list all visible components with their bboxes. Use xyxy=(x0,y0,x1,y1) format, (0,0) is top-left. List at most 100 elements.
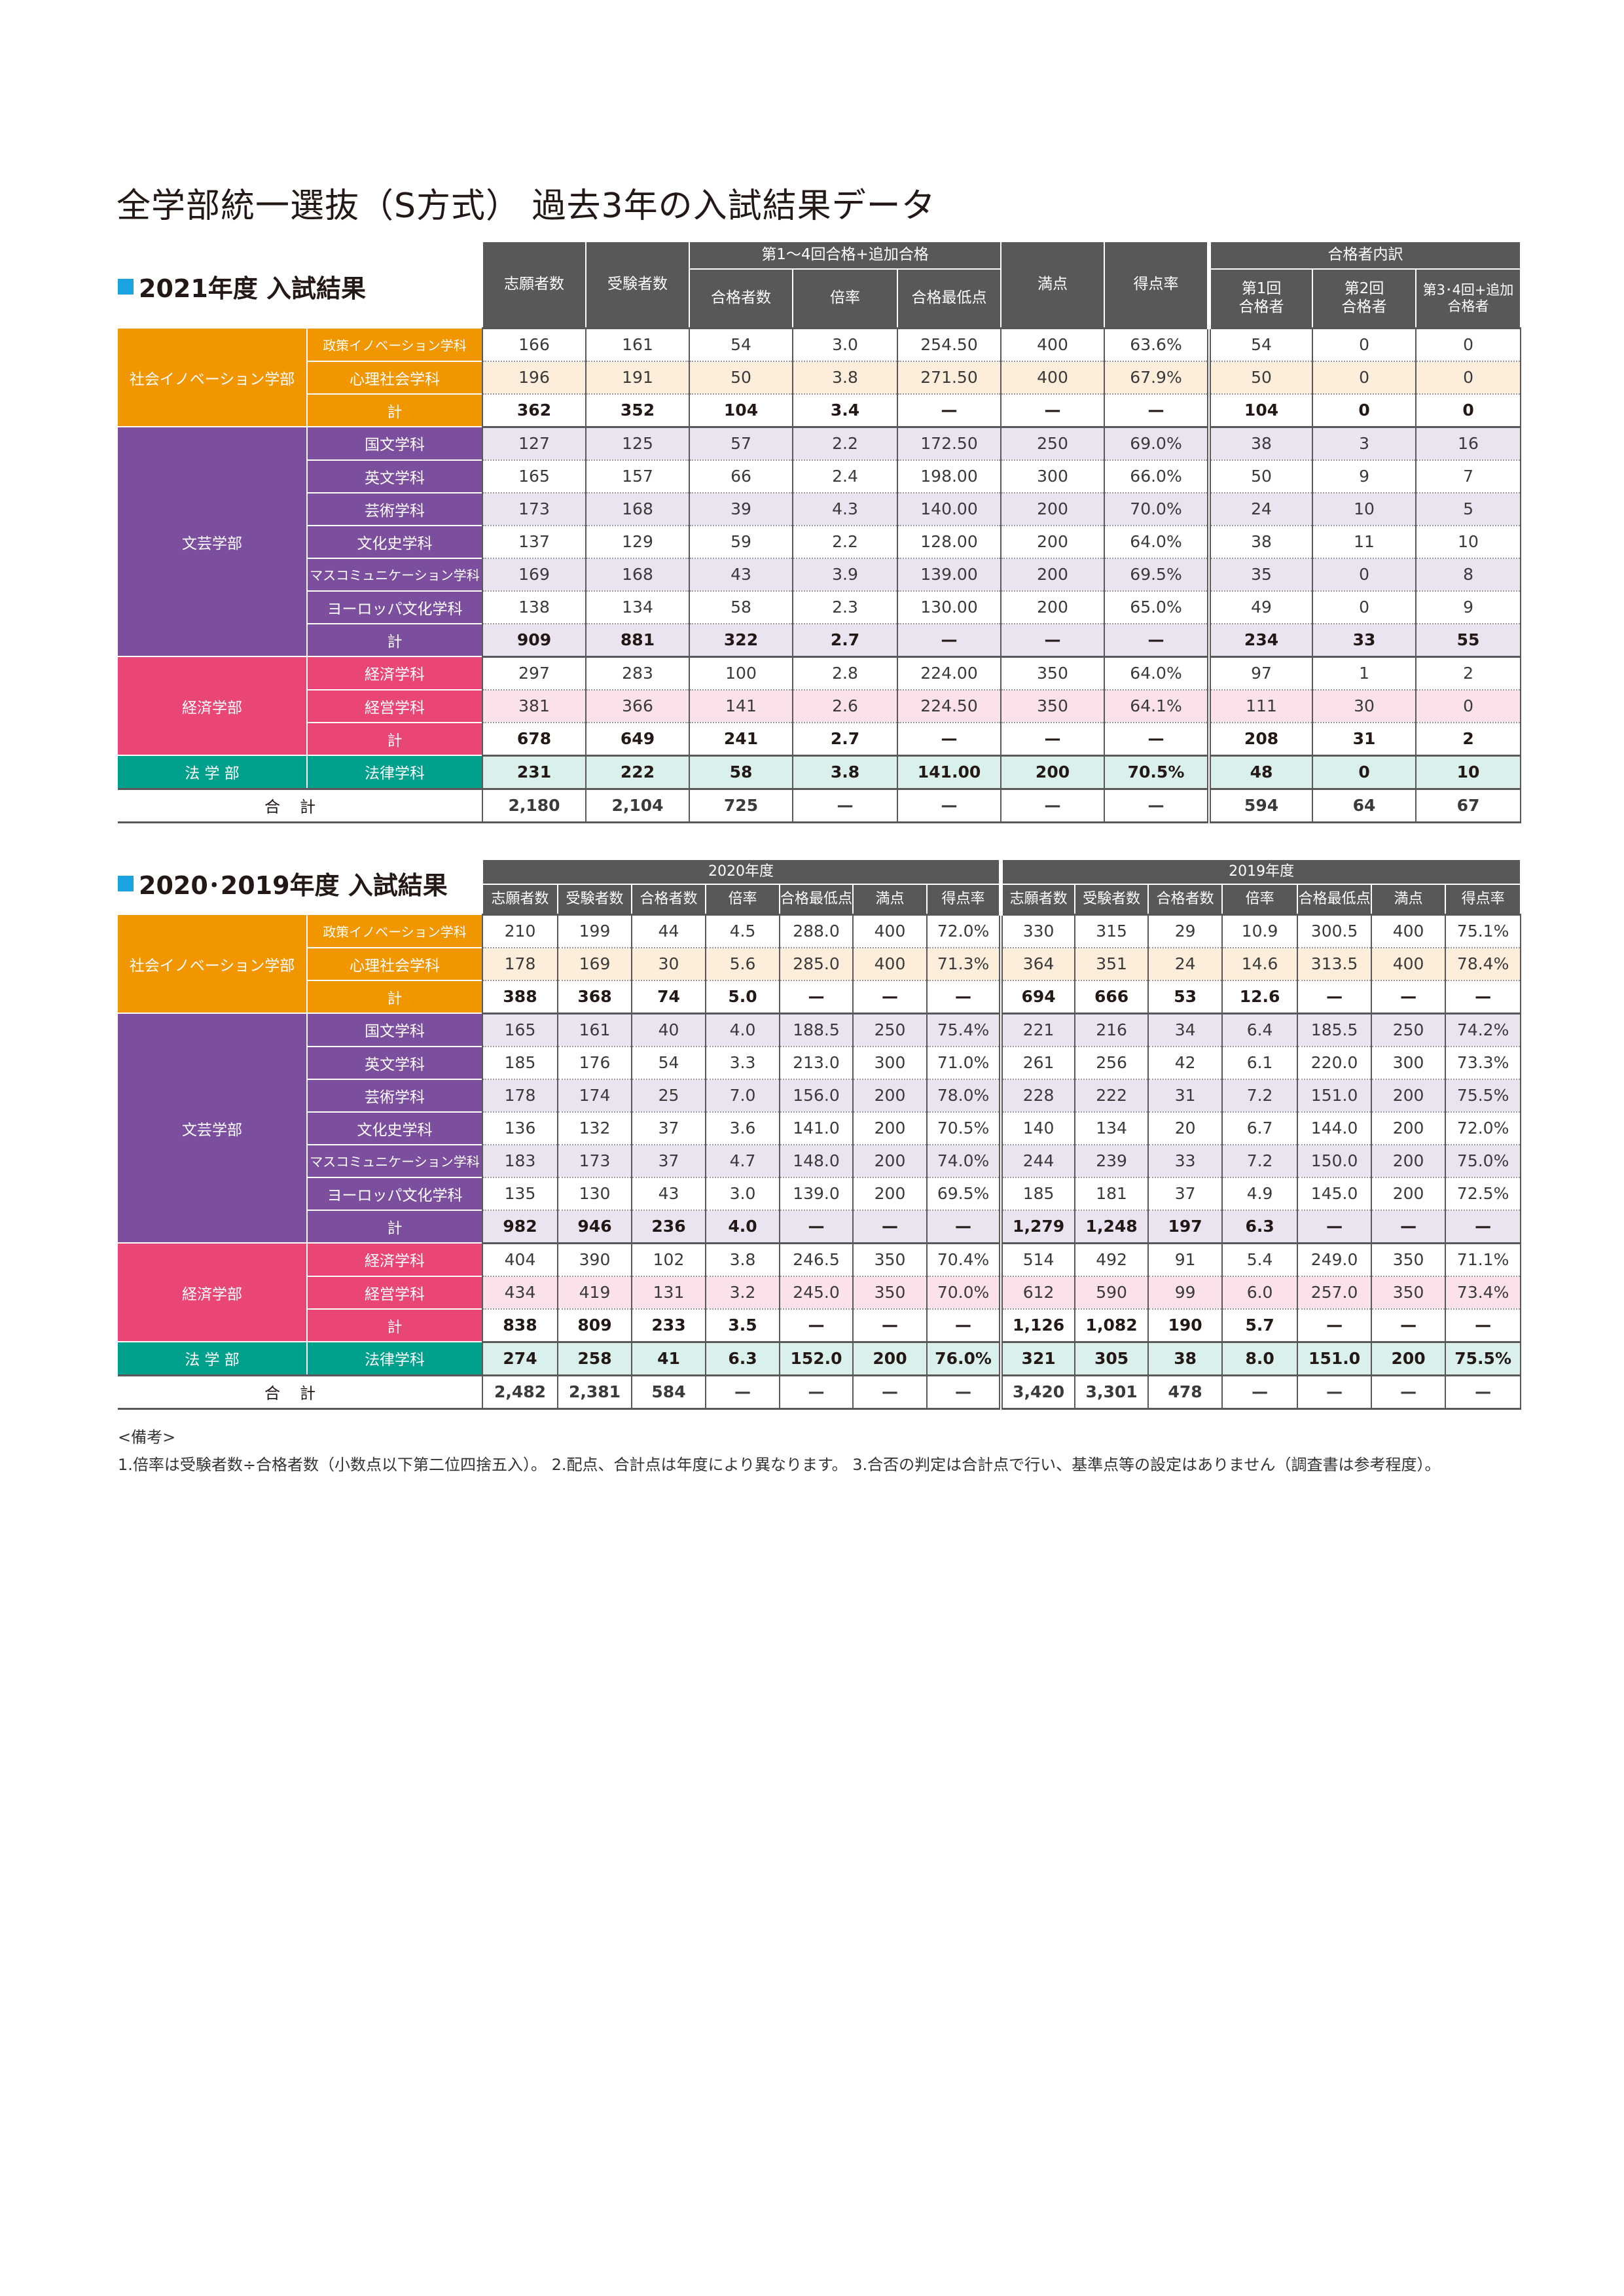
cell-value: 70.4% xyxy=(926,1242,1002,1276)
cell-value: 141 xyxy=(689,689,793,723)
table-row: 心理社会学科 178 169 30 5.6 285.0 400 71.3% 364 351 24 14… xyxy=(118,946,1522,980)
table-row: 英文学科 185 176 54 3.3 213.0 300 71.0% 261 256 42 6.1 2… xyxy=(118,1045,1522,1079)
cell-value: 168 xyxy=(585,492,690,526)
cell-value: — xyxy=(779,979,854,1013)
cell-value: — xyxy=(779,1308,854,1342)
cell-value: 75.1% xyxy=(1445,913,1522,948)
cell-value: — xyxy=(1371,1308,1447,1342)
faculty-name: 文芸学部 xyxy=(118,1013,308,1244)
total-value: — xyxy=(1371,1374,1447,1410)
cell-value: 132 xyxy=(557,1111,632,1145)
cell-value: 4.0 xyxy=(705,1209,780,1243)
cell-value: 75.4% xyxy=(926,1012,1002,1047)
header-passed: 合格者数 xyxy=(689,268,793,329)
cell-value: — xyxy=(896,393,1002,427)
cell-value: 3.4 xyxy=(792,393,898,427)
cell-value: 666 xyxy=(1074,979,1149,1013)
cell-value: 400 xyxy=(852,946,928,980)
cell-value: 50 xyxy=(689,360,793,394)
table-row: 計 838 809 233 3.5— — —1,126 1,082 190 5.7— — — xyxy=(118,1308,1522,1342)
cell-value: 492 xyxy=(1074,1242,1149,1276)
header-group-passed: 第1〜4回合格+追加合格 xyxy=(688,241,1002,270)
square-bullet-icon xyxy=(118,278,134,295)
department-name: 計 xyxy=(306,393,482,427)
cell-value: 78.0% xyxy=(926,1078,1002,1112)
cell-value: 200 xyxy=(1000,557,1106,591)
cell-value: 38 xyxy=(1207,425,1314,460)
cell-value: 300.5 xyxy=(1297,913,1373,948)
total-row: 合計 2,482 2,381 584— — — —3,420 3,301 478— — — — xyxy=(118,1374,1522,1410)
section-title-2021: 2021年度 入試結果 xyxy=(118,268,366,304)
header-score-rate: 得点率 xyxy=(1104,241,1210,329)
section-title-2020-2019: 2020･2019年度 入試結果 xyxy=(118,865,448,901)
cell-value: — xyxy=(1445,1209,1522,1243)
total-value: — xyxy=(792,787,898,823)
cell-value: 76.0% xyxy=(926,1340,1002,1375)
total-value: — xyxy=(1221,1374,1299,1410)
cell-value: 75.5% xyxy=(1445,1078,1522,1112)
total-value: 594 xyxy=(1207,787,1314,823)
cell-value: 100 xyxy=(689,655,793,690)
header-applicants: 志願者数 xyxy=(482,241,586,329)
header-2019年度-6: 得点率 xyxy=(1445,884,1522,915)
department-name: 芸術学科 xyxy=(306,1078,482,1112)
cell-value: 104 xyxy=(1207,393,1314,427)
header-round2: 第2回 合格者 xyxy=(1312,268,1417,329)
table-row: マスコミュニケーション学科 183 173 37 4.7 148.0 200 74.0% 244… xyxy=(118,1143,1522,1177)
cell-value: 176 xyxy=(557,1045,632,1079)
table-row: 計 388 368 74 5.0— — —694 666 53 12.6— — — xyxy=(118,979,1522,1013)
table-row: 文芸学部 国文学科 127 125 57 2.2 172.50 250 69.0% 38 3 16 xyxy=(118,425,1522,657)
cell-value: 11 xyxy=(1312,524,1417,558)
cell-value: 241 xyxy=(689,721,793,755)
cell-value: 59 xyxy=(689,524,793,558)
cell-value: 31 xyxy=(1312,721,1417,755)
cell-value: 1,279 xyxy=(999,1209,1076,1243)
table-row: 経済学部 経済学科 404 390 102 3.8 246.5 350 70.4% 514 492 9… xyxy=(118,1242,1522,1342)
department-name: マスコミュニケーション学科 xyxy=(306,1143,482,1177)
total-value: 67 xyxy=(1415,787,1522,823)
header-year-2020: 2020年度 xyxy=(481,859,1002,885)
header-2020年度-1: 受験者数 xyxy=(557,884,632,915)
cell-value: 220.0 xyxy=(1297,1045,1373,1079)
cell-value: 5.0 xyxy=(705,979,780,1013)
department-name: 計 xyxy=(306,979,482,1013)
cell-value: 34 xyxy=(1147,1012,1223,1047)
cell-value: 3.0 xyxy=(705,1176,780,1210)
header-group-breakdown: 合格者内訳 xyxy=(1207,241,1522,270)
cell-value: 350 xyxy=(852,1275,928,1309)
cell-value: — xyxy=(926,1308,1002,1342)
cell-value: — xyxy=(1445,1308,1522,1342)
department-name: 経営学科 xyxy=(306,689,482,723)
total-label: 合計 xyxy=(118,1374,483,1410)
cell-value: 221 xyxy=(999,1012,1076,1047)
total-value: — xyxy=(1297,1374,1373,1410)
cell-value: 134 xyxy=(585,590,690,624)
table-row: ヨーロッパ文化学科 138 134 58 2.3 130.00 200 65.0% 49 0 9 xyxy=(118,590,1522,624)
cell-value: 362 xyxy=(482,393,586,427)
cell-value: 2.4 xyxy=(792,459,898,493)
cell-value: 16 xyxy=(1415,425,1522,460)
header-2019年度-3: 倍率 xyxy=(1221,884,1299,915)
cell-value: 982 xyxy=(482,1209,558,1243)
cell-value: 190 xyxy=(1147,1308,1223,1342)
cell-value: 285.0 xyxy=(779,946,854,980)
faculty-name: 文芸学部 xyxy=(118,426,308,657)
cell-value: 250 xyxy=(1000,425,1106,460)
cell-value: 434 xyxy=(482,1275,558,1309)
cell-value: 75.5% xyxy=(1445,1340,1522,1375)
cell-value: — xyxy=(1000,721,1106,755)
cell-value: 909 xyxy=(482,622,586,656)
department-name: 国文学科 xyxy=(306,426,482,460)
total-row: 合計 2,180 2,104 725— — — —594 64 67 xyxy=(118,787,1522,823)
total-value: 3,420 xyxy=(999,1374,1076,1410)
cell-value: 256 xyxy=(1074,1045,1149,1079)
cell-value: 104 xyxy=(689,393,793,427)
cell-value: 400 xyxy=(852,913,928,948)
cell-value: 6.7 xyxy=(1221,1111,1299,1145)
cell-value: 381 xyxy=(482,689,586,723)
header-2020年度-4: 合格最低点 xyxy=(779,884,854,915)
header-2020年度-0: 志願者数 xyxy=(482,884,558,915)
department-name: 政策イノベーション学科 xyxy=(306,914,482,948)
cell-value: 37 xyxy=(1147,1176,1223,1210)
cell-value: 49 xyxy=(1207,590,1314,624)
